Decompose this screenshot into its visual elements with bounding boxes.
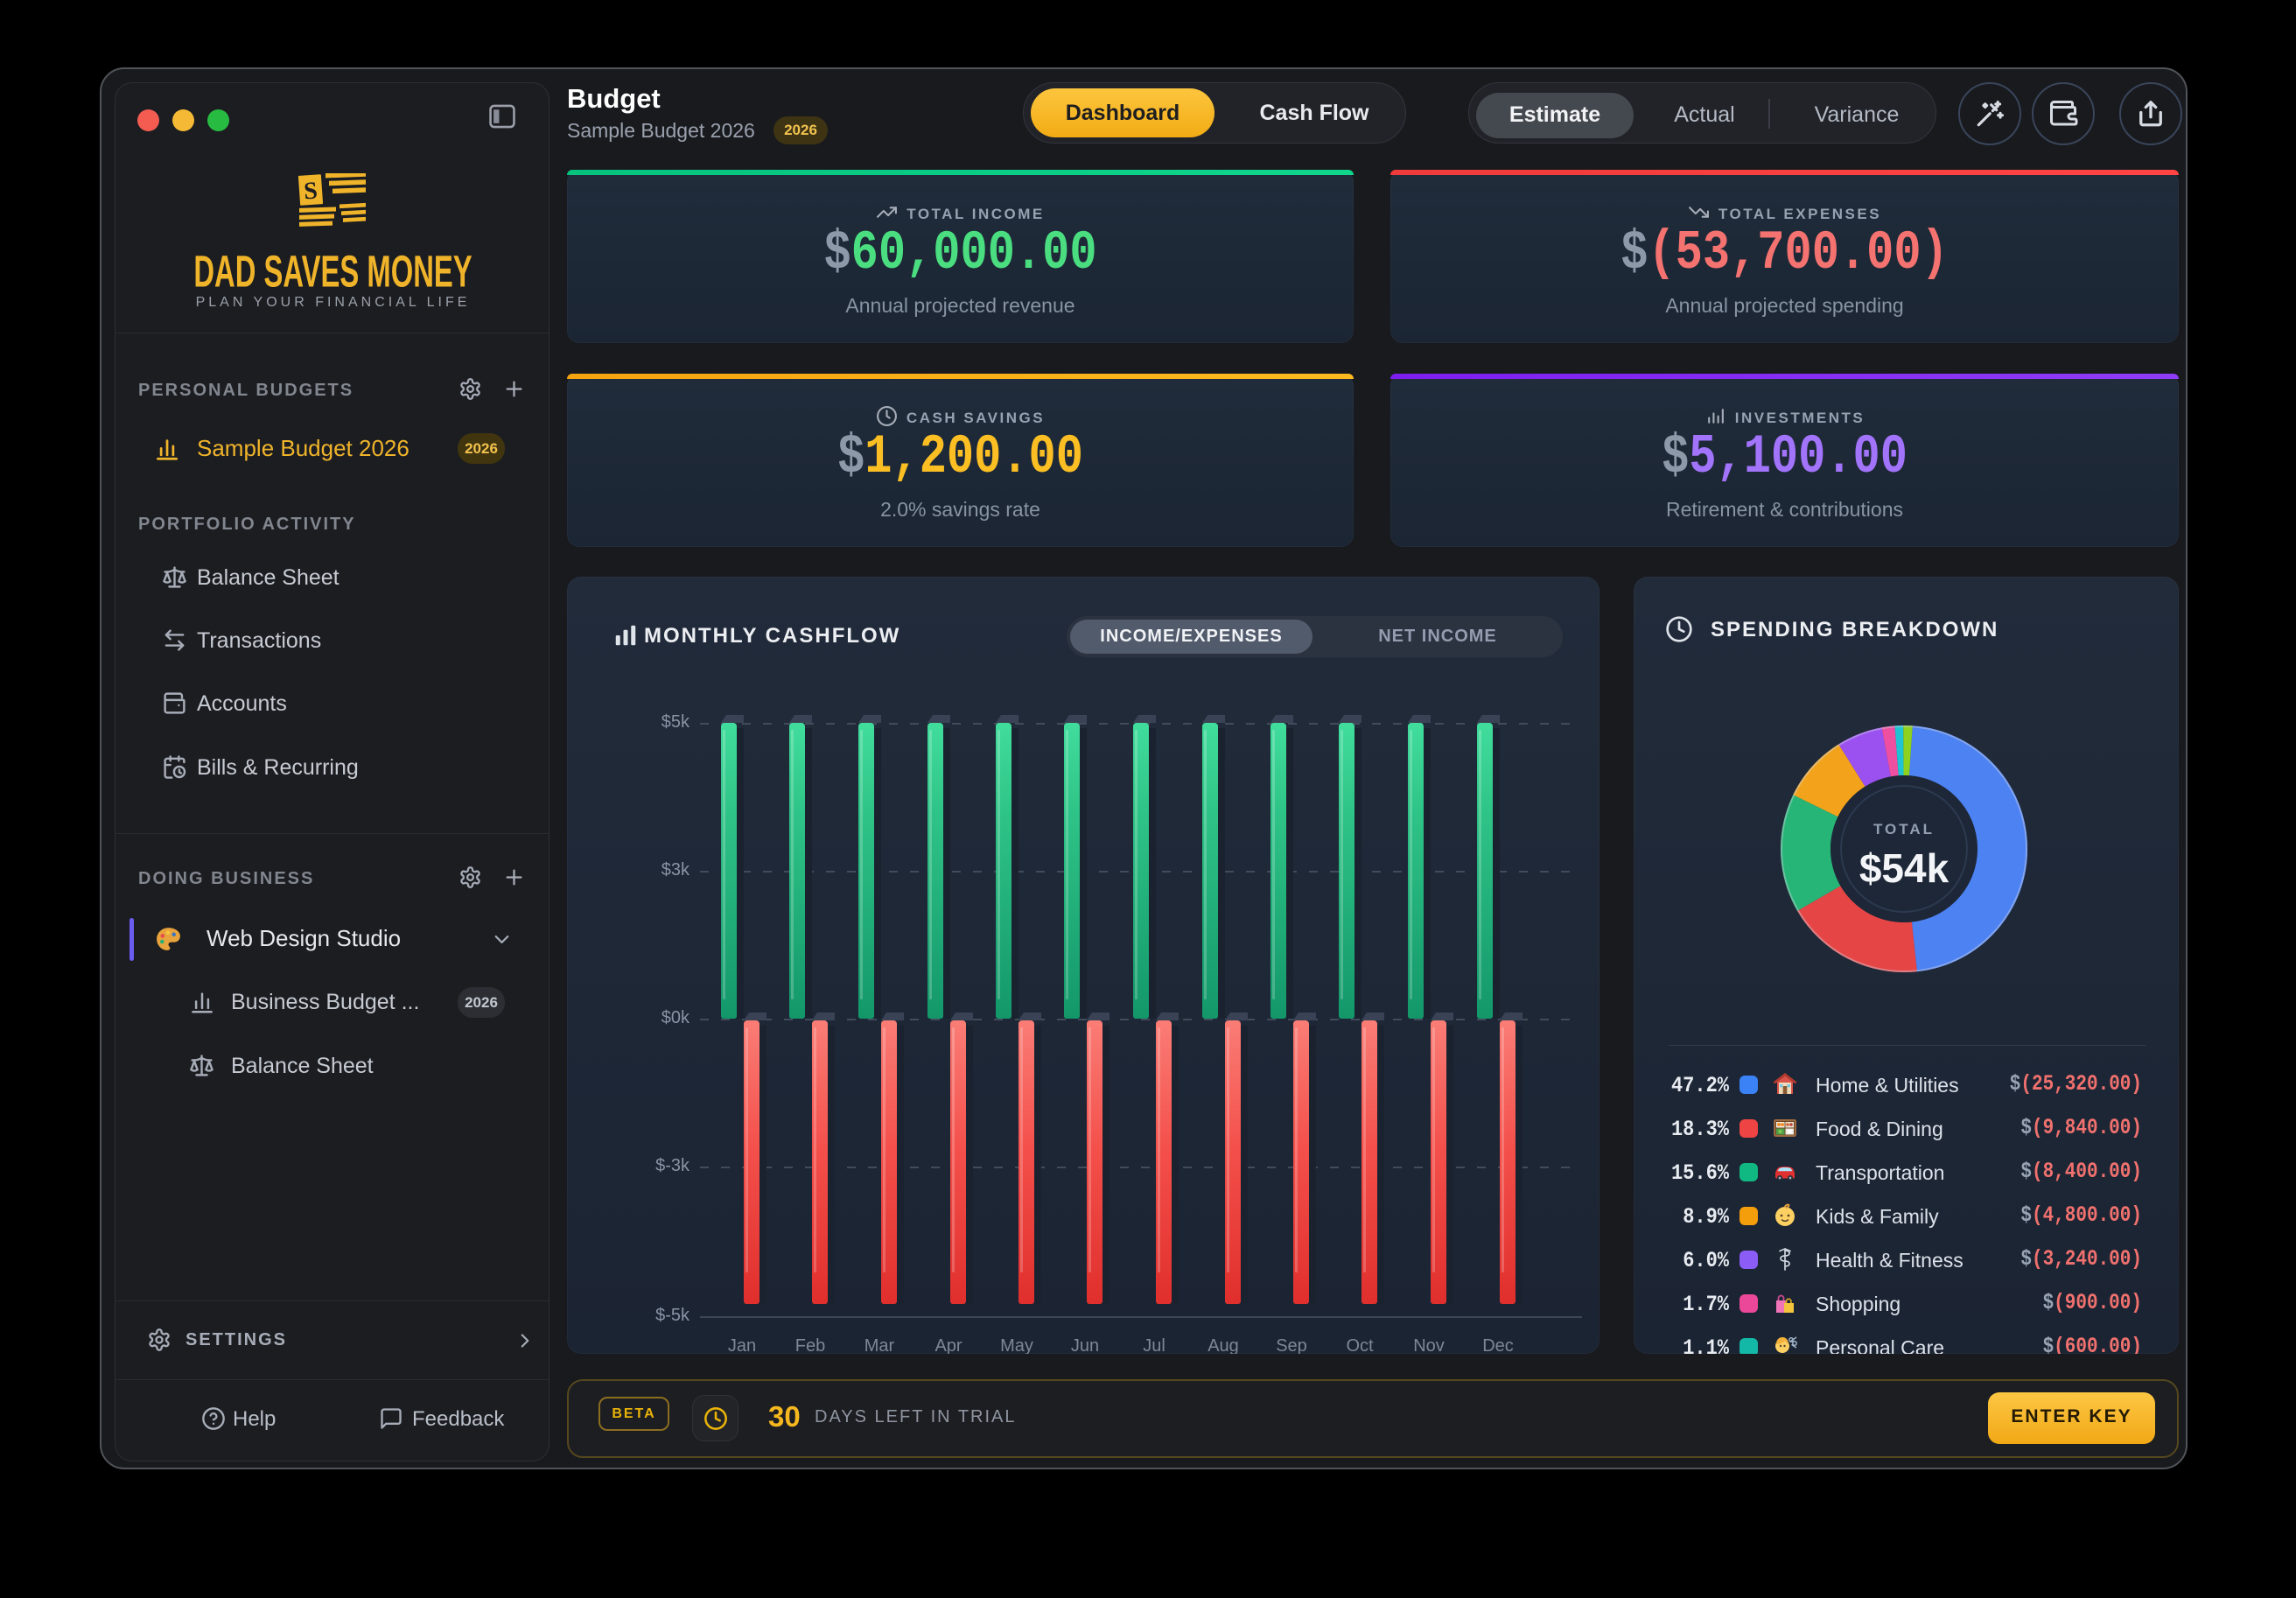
- svg-text:S: S: [303, 177, 318, 205]
